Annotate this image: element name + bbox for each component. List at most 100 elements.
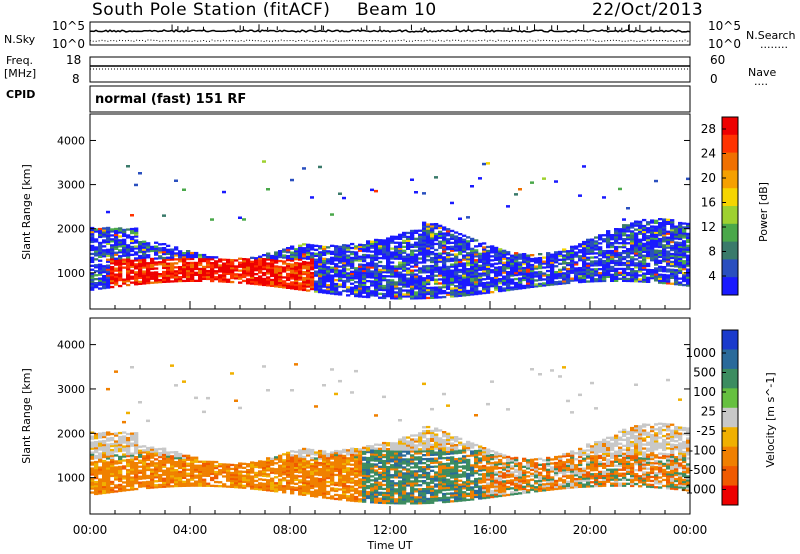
range-gate-cell: [614, 269, 619, 272]
range-gate-cell: [278, 470, 283, 473]
range-gate-cell: [354, 281, 359, 284]
range-gate-cell: [106, 264, 111, 267]
range-gate-cell: [378, 256, 383, 260]
range-gate-cell: [422, 257, 427, 260]
range-gate-cell: [578, 280, 583, 284]
range-gate-cell: [562, 260, 567, 263]
range-gate-cell: [418, 476, 423, 479]
range-gate-cell: [654, 219, 659, 222]
range-gate-cell: [162, 280, 167, 283]
range-gate-cell: [370, 493, 375, 496]
range-gate-cell: [398, 271, 403, 274]
range-gate-cell: [178, 250, 183, 253]
range-gate-cell: [558, 272, 563, 275]
range-gate-cell: [130, 478, 135, 481]
range-gate-cell: [598, 268, 603, 271]
range-gate-cell: [414, 434, 419, 437]
range-gate-cell: [502, 287, 507, 290]
range-gate-cell: [358, 460, 363, 463]
range-gate-cell: [174, 272, 179, 275]
range-gate-cell: [430, 233, 435, 236]
range-gate-cell: [90, 234, 95, 238]
range-gate-cell: [538, 260, 543, 264]
range-gate-cell: [470, 253, 475, 256]
range-gate-cell: [322, 472, 327, 475]
range-gate-cell: [102, 269, 107, 272]
range-gate-cell: [418, 490, 423, 493]
range-gate-cell: [618, 230, 623, 233]
range-gate-cell: [206, 468, 211, 471]
range-gate-cell: [502, 253, 507, 256]
range-gate-cell: [310, 264, 315, 267]
range-gate-cell: [170, 457, 175, 460]
range-gate-cell: [466, 246, 471, 249]
range-gate-cell: [578, 245, 583, 248]
range-gate-cell: [298, 491, 303, 494]
range-gate-cell: [206, 470, 211, 473]
range-gate-cell: [158, 453, 163, 457]
range-gate-cell: [666, 260, 671, 263]
range-gate-cell: [426, 497, 431, 501]
range-gate-cell: [682, 266, 687, 269]
range-gate-cell: [154, 279, 159, 282]
range-gate-cell: [134, 434, 139, 437]
range-gate-cell: [150, 245, 155, 249]
range-gate-cell: [434, 260, 439, 263]
range-gate-cell: [354, 463, 359, 467]
range-gate-cell: [146, 256, 151, 259]
range-gate-cell: [410, 482, 415, 485]
range-gate-cell: [318, 485, 323, 489]
range-gate-cell: [182, 456, 187, 459]
range-gate-cell: [466, 279, 471, 283]
range-gate-cell: [318, 283, 323, 286]
range-gate-cell: [482, 246, 487, 249]
range-gate-cell: [358, 468, 363, 471]
range-gate-cell: [330, 276, 335, 279]
range-gate-cell: [226, 463, 231, 466]
range-gate-cell: [118, 449, 123, 453]
range-gate-cell: [114, 442, 119, 445]
range-gate-cell: [390, 247, 395, 250]
range-gate-cell: [122, 230, 127, 234]
range-gate-cell: [162, 459, 167, 462]
range-gate-cell: [434, 499, 439, 502]
range-gate-cell: [366, 276, 371, 279]
range-gate-cell: [322, 496, 327, 499]
range-gate-cell: [118, 239, 123, 242]
range-gate-cell: [106, 471, 111, 474]
range-gate-cell: [270, 469, 275, 472]
range-gate-cell: [590, 270, 595, 273]
range-gate-cell: [402, 269, 407, 272]
range-gate-cell: [190, 482, 195, 485]
range-gate-cell: [534, 261, 539, 264]
range-gate-cell: [682, 278, 687, 281]
range-gate-cell: [118, 447, 123, 451]
range-gate-cell: [318, 253, 323, 256]
range-gate-cell: [426, 245, 431, 248]
range-gate-cell: [346, 276, 351, 279]
range-gate-cell: [322, 484, 327, 487]
range-gate-cell: [274, 482, 279, 485]
range-gate-cell: [278, 456, 283, 459]
range-gate-cell: [394, 287, 399, 290]
range-gate-cell: [682, 256, 687, 259]
range-gate-cell: [170, 262, 175, 265]
range-gate-cell: [434, 264, 439, 267]
range-gate-cell: [674, 257, 679, 260]
range-gate-cell: [134, 275, 139, 278]
range-gate-cell: [102, 475, 107, 479]
range-gate-cell: [394, 476, 399, 479]
nsearch-tick-top: 10^5: [708, 19, 741, 33]
range-gate-cell: [178, 480, 183, 484]
range-gate-cell: [362, 464, 367, 467]
range-gate-cell: [222, 268, 227, 271]
range-gate-cell: [346, 294, 351, 297]
range-gate-cell: [454, 253, 459, 256]
range-gate-cell: [398, 237, 403, 240]
range-gate-cell: [450, 277, 455, 280]
range-gate-cell: [394, 498, 399, 501]
range-gate-cell: [322, 456, 327, 459]
range-gate-cell: [414, 478, 419, 481]
range-gate-cell: [362, 484, 367, 487]
range-gate-cell: [398, 419, 402, 422]
